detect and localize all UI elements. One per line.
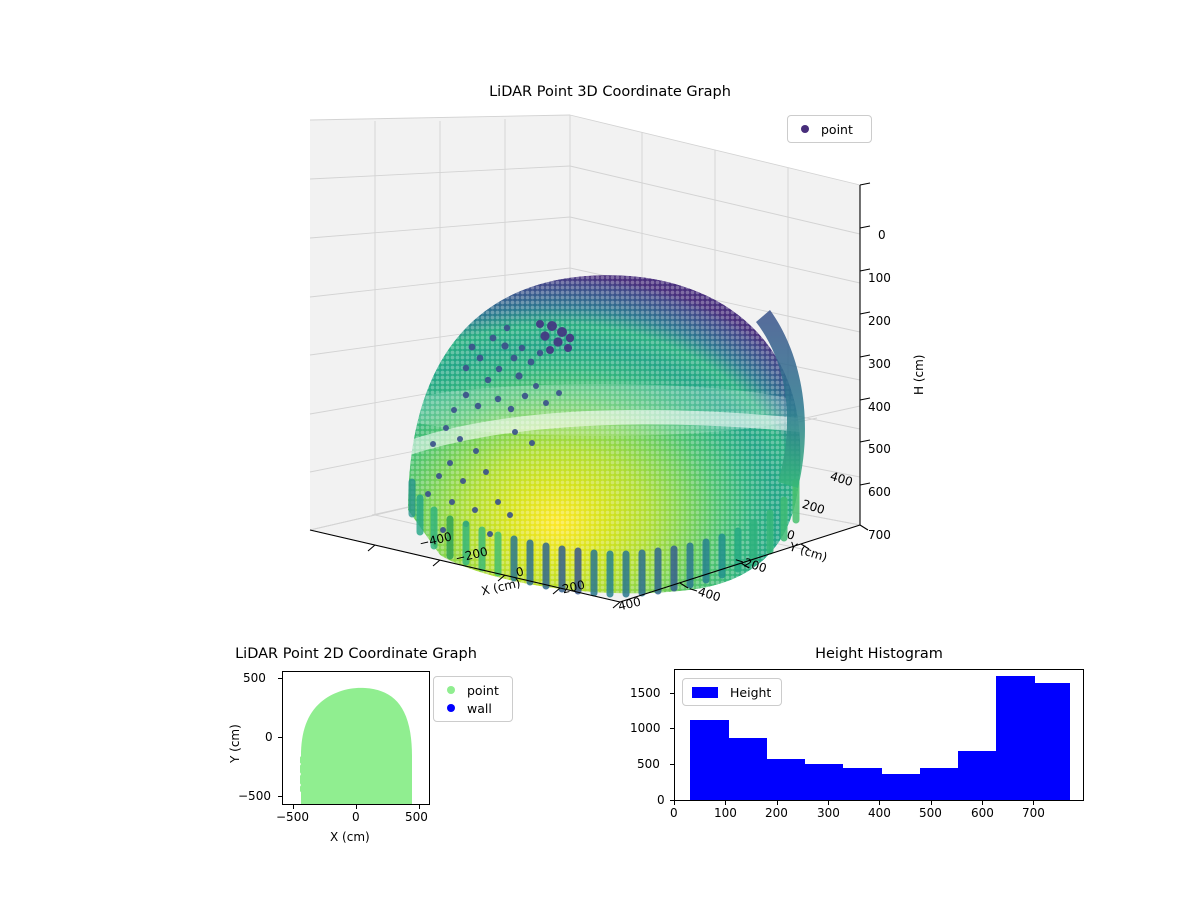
hist-xtick-400: 400 (868, 806, 891, 820)
plot2d-xtick-500: 500 (405, 810, 428, 824)
hist-ytick-1000: 1000 (630, 721, 661, 735)
plot3d-ztick-500: 500 (868, 442, 891, 456)
plot2d-xtick--500: −500 (276, 810, 309, 824)
plot3d-ztick-100: 100 (868, 271, 891, 285)
hist-xtick-mark-300 (828, 801, 829, 805)
plot2d-cloud-edge-noise (300, 756, 303, 792)
hist-ytick-mark-1500 (670, 693, 674, 694)
plot3d-rim-streaks (408, 478, 800, 598)
plot3d-canvas (309, 114, 871, 609)
point-marker-icon (447, 686, 455, 694)
plot3d-dense-cluster (536, 320, 575, 354)
histogram-bar (996, 676, 1035, 800)
plot3d-outlier-points (425, 324, 562, 537)
legend-item-height: Height (690, 683, 774, 701)
histogram-title: Height Histogram (815, 646, 943, 662)
plot2d-ytick-mark--500 (278, 796, 282, 797)
histogram-bar (958, 751, 997, 800)
hist-ytick-mark-0 (670, 800, 674, 801)
point-marker-icon (801, 125, 809, 133)
hist-xtick-mark-600 (982, 801, 983, 805)
plot3d-ztick-700: 700 (868, 528, 891, 542)
histogram-bar (919, 767, 959, 800)
plot2d-yaxis-label: Y (cm) (228, 724, 242, 763)
legend-item-point: point (441, 681, 505, 699)
plot3d-legend[interactable]: point (787, 115, 872, 143)
plot3d-point-cloud (408, 275, 801, 594)
plot2d-ytick-0: 0 (265, 730, 273, 744)
plot2d-ytick-mark-0 (278, 737, 282, 738)
legend-item-point: point (795, 120, 864, 138)
plot2d-xtick-mark-500 (419, 805, 420, 809)
plot2d-xtick-0: 0 (352, 810, 360, 824)
histogram-bar (1034, 682, 1071, 800)
hist-xtick-mark-0 (674, 801, 675, 805)
hist-xtick-300: 300 (817, 806, 840, 820)
plot3d-spines (309, 185, 861, 603)
plot2d-xtick-mark-0 (356, 805, 357, 809)
hist-xtick-700: 700 (1022, 806, 1045, 820)
wall-marker-icon (447, 704, 455, 712)
plot3d-ztick-400: 400 (868, 400, 891, 414)
plot2d-ytick-500: 500 (243, 671, 266, 685)
hist-ytick-500: 500 (637, 757, 660, 771)
histogram-bar (690, 720, 729, 800)
hist-xtick-mark-700 (1033, 801, 1034, 805)
plot2d-canvas (300, 687, 412, 804)
legend-label-wall: wall (467, 700, 492, 716)
hist-xtick-mark-200 (777, 801, 778, 805)
plot3d-right-flank (756, 310, 805, 488)
histogram-bar (728, 737, 767, 800)
plot3d-title: LiDAR Point 3D Coordinate Graph (489, 84, 731, 100)
histogram-axes[interactable] (674, 669, 1084, 801)
hist-xtick-600: 600 (971, 806, 994, 820)
hist-ytick-mark-500 (670, 764, 674, 765)
plot2d-point-cloud (301, 687, 412, 804)
histogram-bar (766, 758, 806, 800)
histogram-legend[interactable]: Height (682, 678, 782, 706)
plot2d-ytick-mark-500 (278, 678, 282, 679)
hist-xtick-200: 200 (765, 806, 788, 820)
plot3d-ticks (367, 182, 871, 609)
plot3d-ztick-0: 0 (878, 228, 886, 242)
legend-label-point: point (821, 121, 853, 137)
plot3d-axes[interactable] (300, 110, 920, 630)
hist-xtick-mark-400 (879, 801, 880, 805)
hist-ytick-1500: 1500 (630, 686, 661, 700)
hist-ytick-0: 0 (657, 793, 665, 807)
hist-xtick-100: 100 (714, 806, 737, 820)
plot3d-ztick-600: 600 (868, 485, 891, 499)
legend-label-point: point (467, 682, 499, 698)
plot3d-ztick-300: 300 (868, 357, 891, 371)
height-bar-icon (692, 686, 718, 698)
histogram-bar (881, 773, 920, 800)
plot3d-zaxis-label: H (cm) (912, 354, 926, 396)
plot2d-legend[interactable]: point wall (433, 676, 513, 722)
histogram-bar (805, 764, 844, 800)
plot2d-xtick-mark--500 (293, 805, 294, 809)
legend-item-wall: wall (441, 699, 505, 717)
legend-label-height: Height (730, 684, 772, 700)
plot2d-title: LiDAR Point 2D Coordinate Graph (235, 646, 477, 662)
plot3d-ztick-200: 200 (868, 314, 891, 328)
plot2d-xaxis-label: X (cm) (330, 830, 370, 844)
histogram-bar (843, 767, 882, 800)
hist-xtick-mark-100 (725, 801, 726, 805)
hist-xtick-mark-500 (931, 801, 932, 805)
plot2d-ytick--500: −500 (238, 789, 271, 803)
hist-xtick-0: 0 (670, 806, 678, 820)
hist-xtick-500: 500 (919, 806, 942, 820)
hist-ytick-mark-1000 (670, 728, 674, 729)
plot2d-axes[interactable] (282, 671, 430, 805)
